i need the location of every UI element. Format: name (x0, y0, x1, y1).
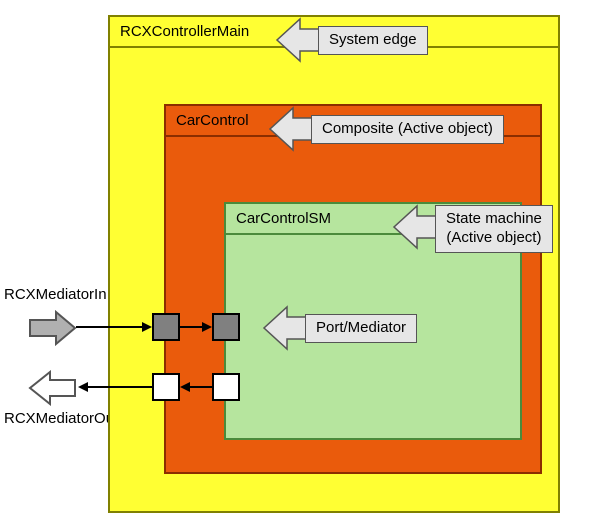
label-mediator-in-text: RCXMediatorIn (4, 286, 107, 303)
callout-state-machine: State machine (Active object) (435, 205, 553, 253)
outer-title-text: RCXControllerMain (120, 23, 249, 40)
ext-arrow-out (28, 370, 78, 406)
callout-system-edge-text: System edge (329, 31, 417, 48)
connector-in-1 (76, 318, 156, 338)
callout-state-machine-line2: (Active object) (446, 229, 541, 246)
callout-port-text: Port/Mediator (316, 319, 406, 336)
connector-out-2 (178, 378, 214, 398)
port-in-inner (212, 313, 240, 341)
middle-title-text: CarControl (176, 112, 249, 129)
callout-system-edge: System edge (318, 26, 428, 55)
label-mediator-out-text: RCXMediatorOut (4, 410, 118, 427)
connector-out-1 (76, 378, 156, 398)
label-mediator-in: RCXMediatorIn (4, 286, 107, 303)
port-in-outer (152, 313, 180, 341)
callout-state-machine-line1: State machine (446, 210, 542, 227)
port-out-inner (212, 373, 240, 401)
callout-composite: Composite (Active object) (311, 115, 504, 144)
callout-port: Port/Mediator (305, 314, 417, 343)
label-mediator-out: RCXMediatorOut (4, 410, 118, 427)
inner-title-text: CarControlSM (236, 210, 331, 227)
connector-in-2 (180, 318, 216, 338)
ext-arrow-in (28, 310, 78, 346)
callout-composite-text: Composite (Active object) (322, 120, 493, 137)
port-out-outer (152, 373, 180, 401)
